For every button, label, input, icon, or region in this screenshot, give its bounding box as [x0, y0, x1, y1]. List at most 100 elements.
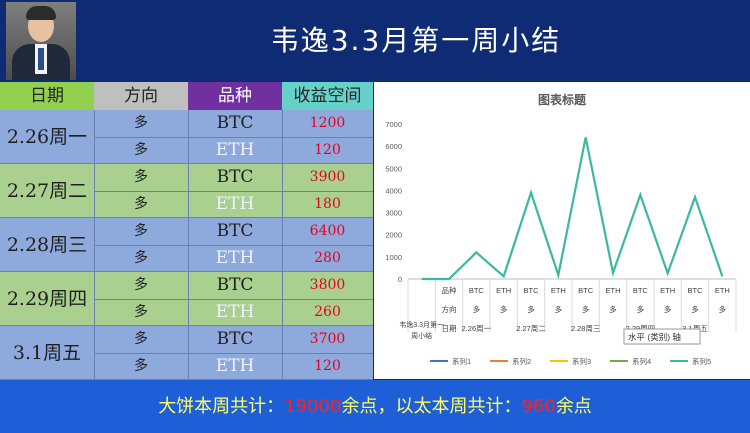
y-tick-label: 2000: [385, 231, 402, 240]
header-banner: 韦逸3.3月第一周小结: [0, 0, 750, 82]
x-tick-label: BTC: [633, 286, 649, 295]
column-header-direction: 方向: [94, 82, 188, 110]
x-tick-label: BTC: [688, 286, 704, 295]
cell-direction: 多: [134, 142, 148, 158]
cell-profit: 120: [314, 358, 341, 374]
cell-profit: 3700: [309, 331, 346, 347]
profit-table: 日期 方向 品种 收益空间 2.26周一多 BTC 1200 多 ETH 120 2.27周…: [0, 82, 373, 380]
table-subrow: 多 BTC 3700: [94, 326, 373, 354]
x-tick-label: 品种: [442, 285, 457, 295]
x-tick-label: BTC: [469, 286, 485, 295]
x-tick-label: BTC: [524, 286, 540, 295]
table-row: 2.27周二多 BTC 3900 多 ETH 180: [0, 164, 373, 218]
table-row: 2.28周三多 BTC 6400 多 ETH 280: [0, 218, 373, 272]
cell-direction: 多: [134, 358, 148, 374]
table-subrow: 多 BTC 3800: [94, 272, 373, 300]
y-tick-label: 5000: [385, 164, 402, 173]
table-subrow: 多 ETH 120: [94, 353, 373, 380]
x-tick-label: 2.27周二: [516, 324, 546, 333]
table-subrow: 多 ETH 280: [94, 245, 373, 272]
x-tick-label: 3.1周五: [682, 324, 708, 333]
legend-label: 系列1: [452, 356, 471, 366]
table-subrow: 多 ETH 180: [94, 191, 373, 218]
series-line: [421, 137, 724, 281]
axis-tooltip: [623, 328, 701, 345]
x-tick-label: 日期: [442, 324, 457, 333]
x-tick-label: BTC: [578, 286, 594, 295]
table-row: 3.1周五多 BTC 3700 多 ETH 120: [0, 326, 373, 380]
page-title: 韦逸3.3月第一周小结: [270, 24, 562, 57]
x-tick-label: 多: [691, 304, 699, 314]
table-row: 2.29周四多 BTC 3800 多 ETH 260: [0, 272, 373, 326]
legend-label: 系列3: [572, 356, 591, 366]
x-tick-label: 2.26周一: [462, 324, 492, 333]
column-header-date: 日期: [0, 82, 94, 110]
cell-asset: BTC: [216, 329, 254, 349]
line-chart: 图表标题 0 1000 2000 3000 4000 5000 6000 7000 韦逸3.3月第…: [374, 82, 750, 379]
chart-title: 图表标题: [538, 92, 587, 107]
eth-total: 960: [521, 396, 556, 417]
cell-direction: 多: [134, 277, 148, 293]
x-tick-label: ETH: [660, 286, 675, 295]
cell-profit: 3800: [309, 277, 346, 293]
cell-asset: BTC: [216, 113, 254, 133]
x-tick-label: 多: [473, 304, 481, 314]
table-subrow: 多 BTC 1200: [94, 110, 373, 138]
legend-label: 系列5: [692, 356, 711, 366]
cell-profit: 3900: [309, 169, 346, 185]
y-tick-label: 4000: [385, 186, 402, 195]
y-tick-label: 0: [398, 275, 402, 284]
cell-direction: 多: [134, 196, 148, 212]
table-subrow: 多 ETH 120: [94, 137, 373, 164]
x-tick-label: 周小结: [411, 331, 432, 340]
summary-mid: 余点，以太本周共计：: [341, 396, 522, 417]
cell-direction: 多: [134, 223, 148, 239]
cell-direction: 多: [134, 169, 148, 185]
btc-total: 19000: [284, 396, 342, 417]
x-tick-label: ETH: [496, 286, 511, 295]
cell-profit: 120: [314, 142, 341, 158]
cell-direction: 多: [134, 331, 148, 347]
cell-asset: ETH: [215, 140, 255, 160]
summary-suffix: 余点: [555, 396, 592, 417]
row-date: 3.1周五: [0, 326, 95, 380]
cell-profit: 280: [314, 250, 341, 266]
cell-profit: 1200: [309, 115, 346, 131]
cell-direction: 多: [134, 250, 148, 266]
x-tick-label: 多: [637, 304, 645, 314]
x-tick-label: 多: [609, 304, 617, 314]
y-tick-label: 1000: [385, 253, 402, 262]
cell-asset: BTC: [216, 221, 254, 241]
x-tick-label: 韦逸3.3月第一: [399, 320, 444, 329]
presenter-photo: [6, 2, 76, 80]
column-header-asset: 品种: [188, 82, 282, 110]
x-tick-label: 多: [719, 304, 727, 314]
column-header-profit: 收益空间: [282, 82, 373, 110]
table-subrow: 多 BTC 3900: [94, 164, 373, 192]
legend-label: 系列4: [632, 356, 651, 366]
cell-asset: BTC: [216, 167, 254, 187]
cell-direction: 多: [134, 304, 148, 320]
x-tick-label: ETH: [551, 286, 566, 295]
cell-asset: ETH: [215, 302, 255, 322]
x-tick-label: 多: [582, 304, 590, 314]
table-subrow: 多 ETH 260: [94, 299, 373, 326]
row-date: 2.27周二: [0, 164, 95, 218]
cell-profit: 260: [314, 304, 341, 320]
chart-svg: 图表标题 0 1000 2000 3000 4000 5000 6000 7000 韦逸3.3月第…: [385, 92, 737, 366]
row-date: 2.28周三: [0, 218, 95, 272]
x-tick-label: ETH: [606, 286, 621, 295]
y-tick-label: 7000: [385, 120, 402, 129]
table-subrow: 多 BTC 6400: [94, 218, 373, 246]
weekly-summary: 大饼本周共计：19000余点，以太本周共计：960余点: [0, 380, 750, 433]
x-tick-label: 多: [555, 304, 563, 314]
legend-label: 系列2: [512, 356, 531, 366]
cell-asset: ETH: [215, 356, 255, 376]
x-tick-label: 多: [527, 304, 535, 314]
cell-profit: 6400: [309, 223, 346, 239]
cell-asset: BTC: [216, 275, 254, 295]
x-tick-label: 2.29周四: [626, 324, 656, 333]
table-row: 2.26周一多 BTC 1200 多 ETH 120: [0, 110, 373, 164]
x-tick-label: 2.28周三: [571, 324, 601, 333]
axis-tooltip-text: 水平 (类别) 轴: [628, 332, 681, 342]
